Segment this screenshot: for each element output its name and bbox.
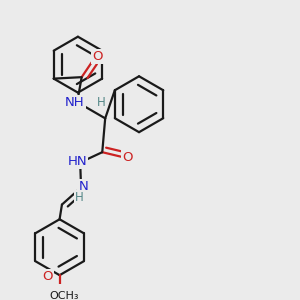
Text: O: O [92,50,103,63]
Text: N: N [79,180,88,193]
Text: H: H [96,96,105,109]
Text: O: O [42,270,52,283]
Text: O: O [122,151,133,164]
Text: H: H [75,191,83,204]
Text: HN: HN [68,155,87,168]
Text: OCH₃: OCH₃ [49,291,79,300]
Text: NH: NH [65,96,85,109]
